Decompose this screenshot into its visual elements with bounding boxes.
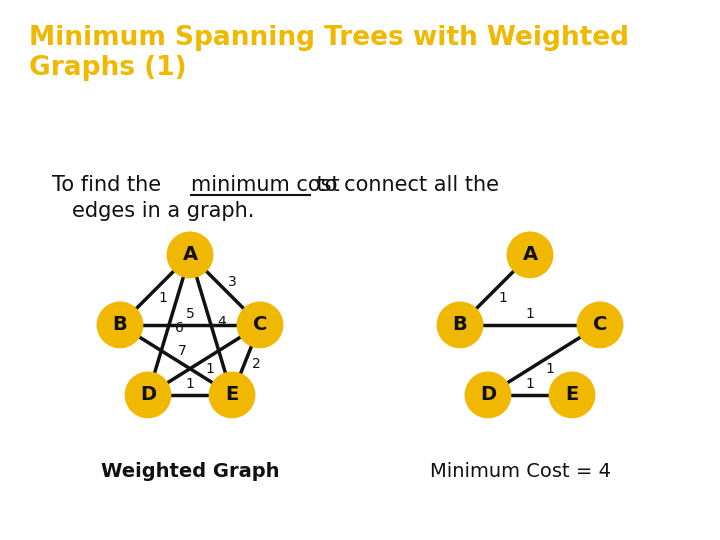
Text: 5: 5 <box>186 307 194 321</box>
Text: to connect all the: to connect all the <box>310 175 499 195</box>
Circle shape <box>30 177 46 193</box>
Circle shape <box>438 303 482 347</box>
Text: C: C <box>593 315 607 334</box>
Text: D: D <box>480 386 496 404</box>
Text: Weighted Graph: Weighted Graph <box>101 462 279 482</box>
Text: 1: 1 <box>205 362 215 376</box>
Circle shape <box>578 303 622 347</box>
Circle shape <box>126 373 170 417</box>
Text: C: C <box>253 315 267 334</box>
Circle shape <box>168 233 212 277</box>
Text: 1: 1 <box>158 291 167 305</box>
Text: To find the: To find the <box>52 175 168 195</box>
Circle shape <box>210 373 254 417</box>
Text: 1: 1 <box>545 362 554 376</box>
Circle shape <box>508 233 552 277</box>
Text: 1: 1 <box>526 377 534 391</box>
Text: edges in a graph.: edges in a graph. <box>72 201 254 221</box>
Text: 4: 4 <box>217 315 226 329</box>
Text: Minimum Spanning Trees with Weighted
Graphs (1): Minimum Spanning Trees with Weighted Gra… <box>29 25 629 82</box>
Text: 1: 1 <box>498 291 507 305</box>
Text: 1: 1 <box>526 307 534 321</box>
Text: Minimum Cost = 4: Minimum Cost = 4 <box>430 462 611 482</box>
Circle shape <box>466 373 510 417</box>
Text: 3: 3 <box>228 275 237 289</box>
Text: E: E <box>225 386 238 404</box>
Text: B: B <box>112 315 127 334</box>
Text: 6: 6 <box>175 321 184 335</box>
Text: minimum cost: minimum cost <box>191 175 340 195</box>
Text: 7: 7 <box>177 343 186 357</box>
Text: E: E <box>565 386 579 404</box>
Text: 2: 2 <box>252 357 261 371</box>
Circle shape <box>98 303 142 347</box>
Text: D: D <box>140 386 156 404</box>
Text: 1: 1 <box>186 377 194 391</box>
Text: A: A <box>523 245 538 265</box>
Circle shape <box>550 373 594 417</box>
Text: A: A <box>182 245 197 265</box>
Circle shape <box>238 303 282 347</box>
Text: B: B <box>453 315 467 334</box>
